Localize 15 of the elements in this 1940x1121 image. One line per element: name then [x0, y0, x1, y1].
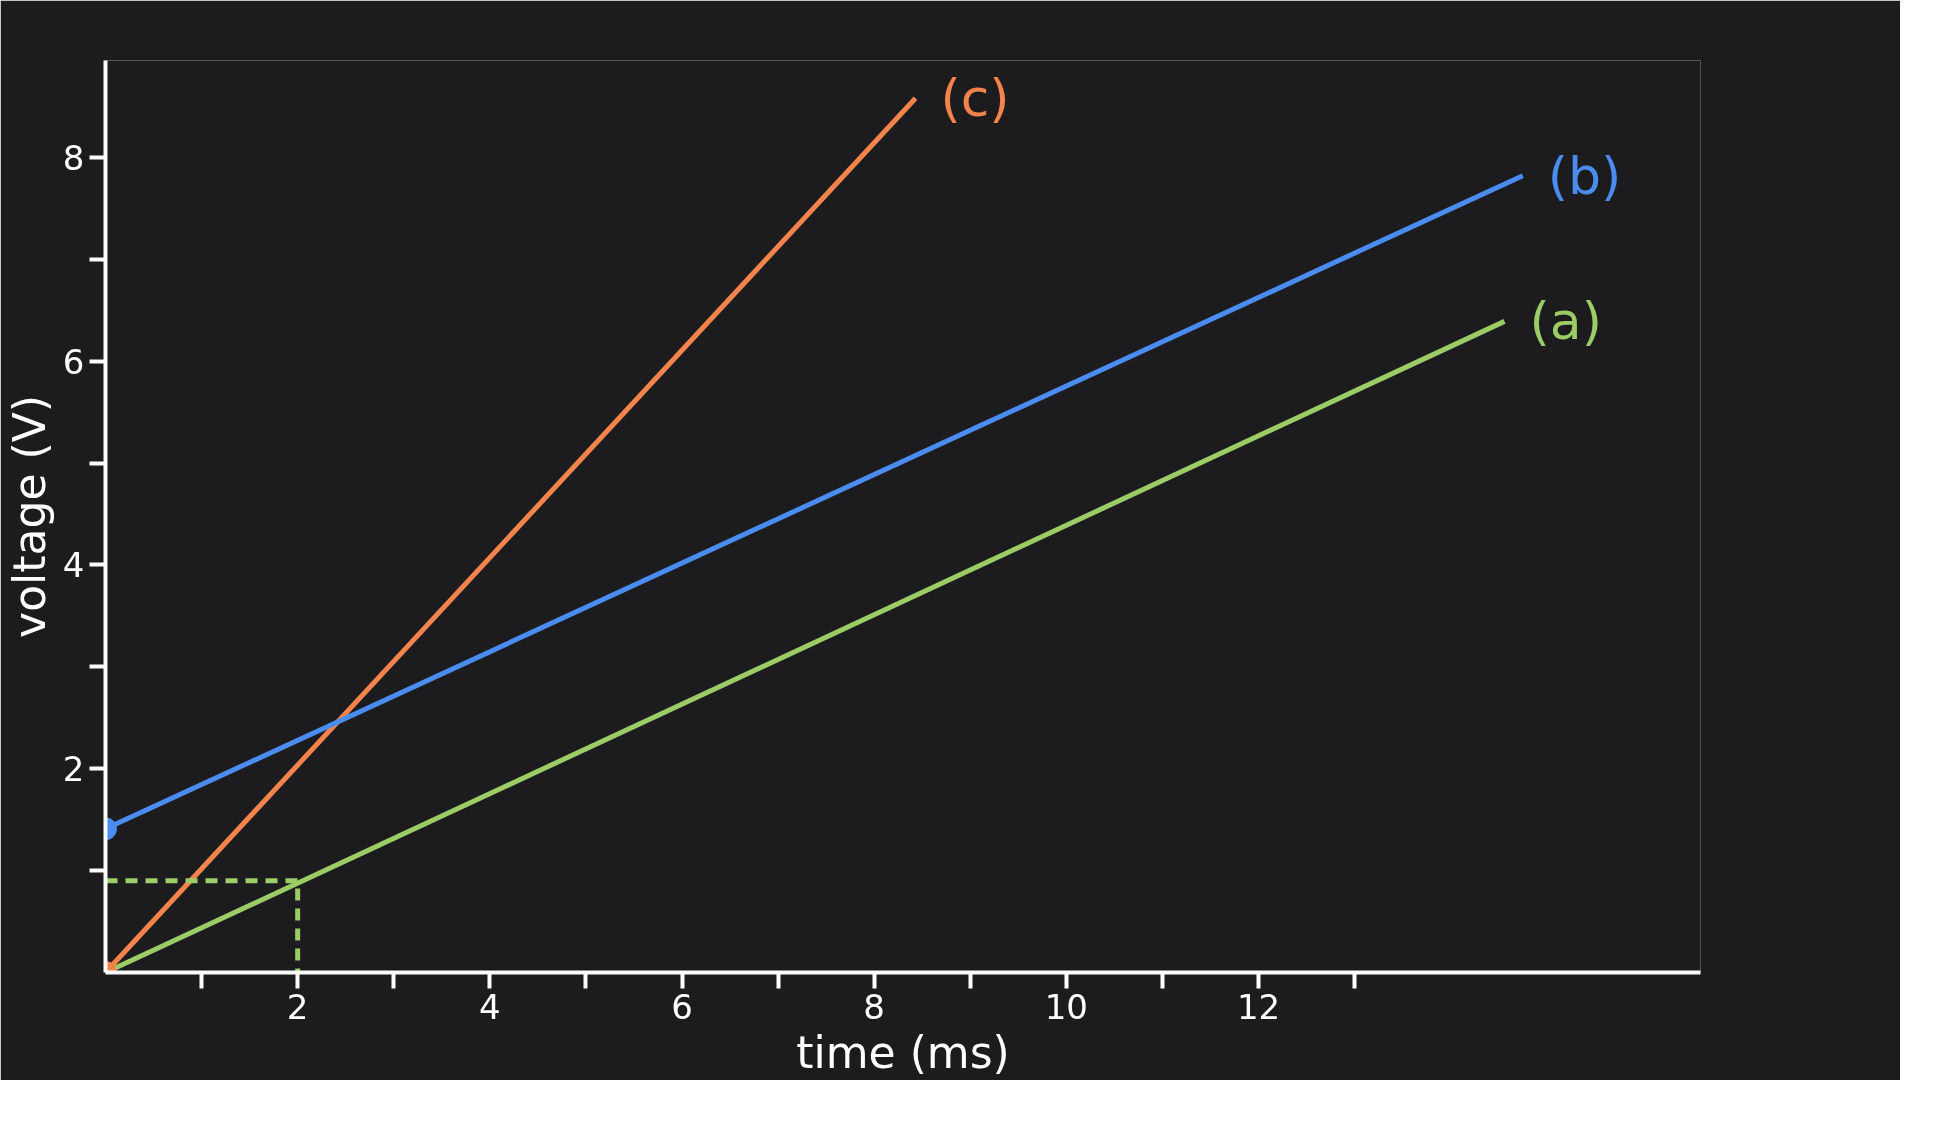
y-tick-label: 2 — [62, 749, 85, 790]
x-axis-title: time (ms) — [796, 1026, 1010, 1078]
series-label: (b) — [1547, 145, 1622, 206]
x-tick-label: 8 — [863, 986, 885, 1027]
x-tick-label: 2 — [286, 986, 309, 1027]
x-tick-label: 4 — [479, 986, 501, 1027]
x-tick-label: 6 — [671, 986, 693, 1027]
y-axis-title: voltage (V) — [3, 395, 55, 638]
y-tick-label: 4 — [62, 545, 85, 586]
x-tick-label: 12 — [1236, 986, 1281, 1027]
series-label: (c) — [940, 68, 1010, 129]
y-tick-label: 8 — [62, 137, 85, 178]
series-label: (a) — [1529, 291, 1602, 352]
x-tick-label: 10 — [1044, 986, 1088, 1027]
y-tick-label: 6 — [62, 341, 85, 382]
